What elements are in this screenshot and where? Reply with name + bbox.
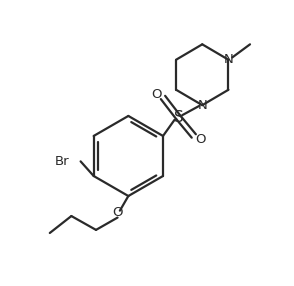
Text: N: N (197, 99, 207, 112)
Text: O: O (152, 88, 162, 101)
Text: O: O (112, 206, 123, 219)
Text: N: N (223, 53, 233, 66)
Text: O: O (196, 133, 206, 146)
Text: S: S (173, 110, 183, 125)
Text: Br: Br (55, 155, 70, 168)
